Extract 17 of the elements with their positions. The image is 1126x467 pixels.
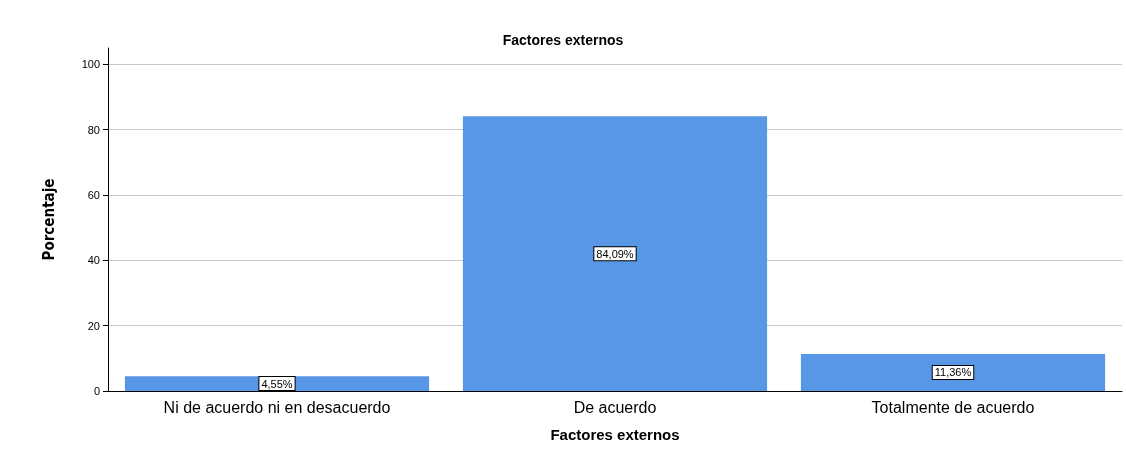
y-tick-label: 80: [87, 123, 100, 136]
bar: [462, 116, 768, 391]
data-label: 11,36%: [934, 366, 972, 379]
y-axis-title: Porcentaje: [39, 178, 58, 261]
data-label: 4,55%: [261, 377, 293, 390]
chart-title: Factores externos: [502, 32, 624, 48]
y-tick-label: 60: [87, 189, 100, 201]
x-tick-label: Ni de acuerdo ni en desacuerdo: [163, 398, 391, 416]
data-label: 84,09%: [596, 247, 634, 260]
x-tick-label: Totalmente de acuerdo: [871, 398, 1035, 416]
y-tick-label: 40: [87, 254, 100, 267]
x-axis-title: Factores externos: [550, 426, 680, 443]
y-tick-label: 20: [87, 319, 100, 332]
y-tick-label: 0: [93, 385, 100, 397]
bar: [800, 353, 1106, 391]
y-tick-label: 100: [81, 58, 100, 71]
x-tick-label: De acuerdo: [573, 398, 657, 416]
